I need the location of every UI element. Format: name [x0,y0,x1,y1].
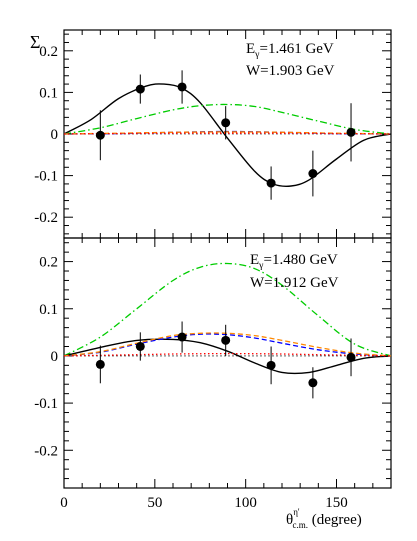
x-axis-label: θη' c.m. (degree) [286,507,362,530]
series-curve-1 [63,103,392,135]
x-tick-label: 50 [147,495,162,511]
data-point [135,84,145,94]
x-axis-label-sup: η' [293,507,300,517]
bottom-panel: -0.2 -0.1 0 0.1 0.2 0 50 100 150 Eγ=1.480 GeV W=1.… [34,237,392,530]
data-point [177,82,187,92]
annotation-0-base: E [250,252,259,268]
data-point [177,332,187,342]
data-point [135,341,145,351]
data-point [221,118,231,128]
annotation-0: Eγ=1.461 GeV [246,41,334,60]
x-tick-label: 0 [60,495,68,511]
annotation-0-rest: =1.461 GeV [259,41,333,57]
annotation-0: Eγ=1.480 GeV [250,252,338,271]
series-curve-1 [63,338,392,375]
series-curve-2 [63,333,392,357]
y-tick-label: -0.2 [34,210,58,226]
x-axis-label-sub: c.m. [293,520,309,530]
y-axis-label: Σ [30,32,40,52]
x-tick-label: 100 [234,495,257,511]
x-axis-label-rest: (degree) [308,512,362,528]
data-point [308,378,318,388]
y-tick-label: -0.1 [34,396,58,412]
top-panel: -0.2 -0.1 0 0.1 0.2 Eγ=1.461 GeV W=1.903 GeV Σ [30,29,392,239]
y-tick-label: -0.2 [34,443,58,459]
data-point [346,352,356,362]
annotation-1: W=1.903 GeV [246,63,335,79]
annotation-0-base: E [246,41,255,57]
series-curve-3 [63,332,392,357]
series-curve-0 [63,83,392,188]
annotation-1-base: W=1.912 GeV [250,275,339,291]
y-tick-label: 0.2 [39,44,58,60]
y-tick-label: 0 [51,349,59,365]
data-point [95,359,105,369]
annotation-0-sub: γ [254,49,260,60]
data-point [346,127,356,137]
series-curve-4 [63,352,392,357]
annotation-1: W=1.912 GeV [250,275,339,291]
annotation-0-sub: γ [258,260,264,271]
annotation-0-rest: =1.480 GeV [263,252,337,268]
annotation-1-base: W=1.903 GeV [246,63,335,79]
y-tick-label: -0.1 [34,169,58,185]
y-tick-label: 0.2 [39,255,58,271]
x-tick-label: 150 [325,495,348,511]
data-point [95,130,105,140]
data-point [266,360,276,370]
data-point [308,169,318,179]
series-curve-0 [63,262,392,357]
y-tick-label: 0.1 [39,85,58,101]
y-tick-label: 0.1 [39,302,58,318]
y-tick-label: 0 [51,127,59,143]
data-point [221,335,231,345]
data-point [266,178,276,188]
series-curve-4 [63,132,392,135]
x-axis-label-base: θ [286,512,293,528]
